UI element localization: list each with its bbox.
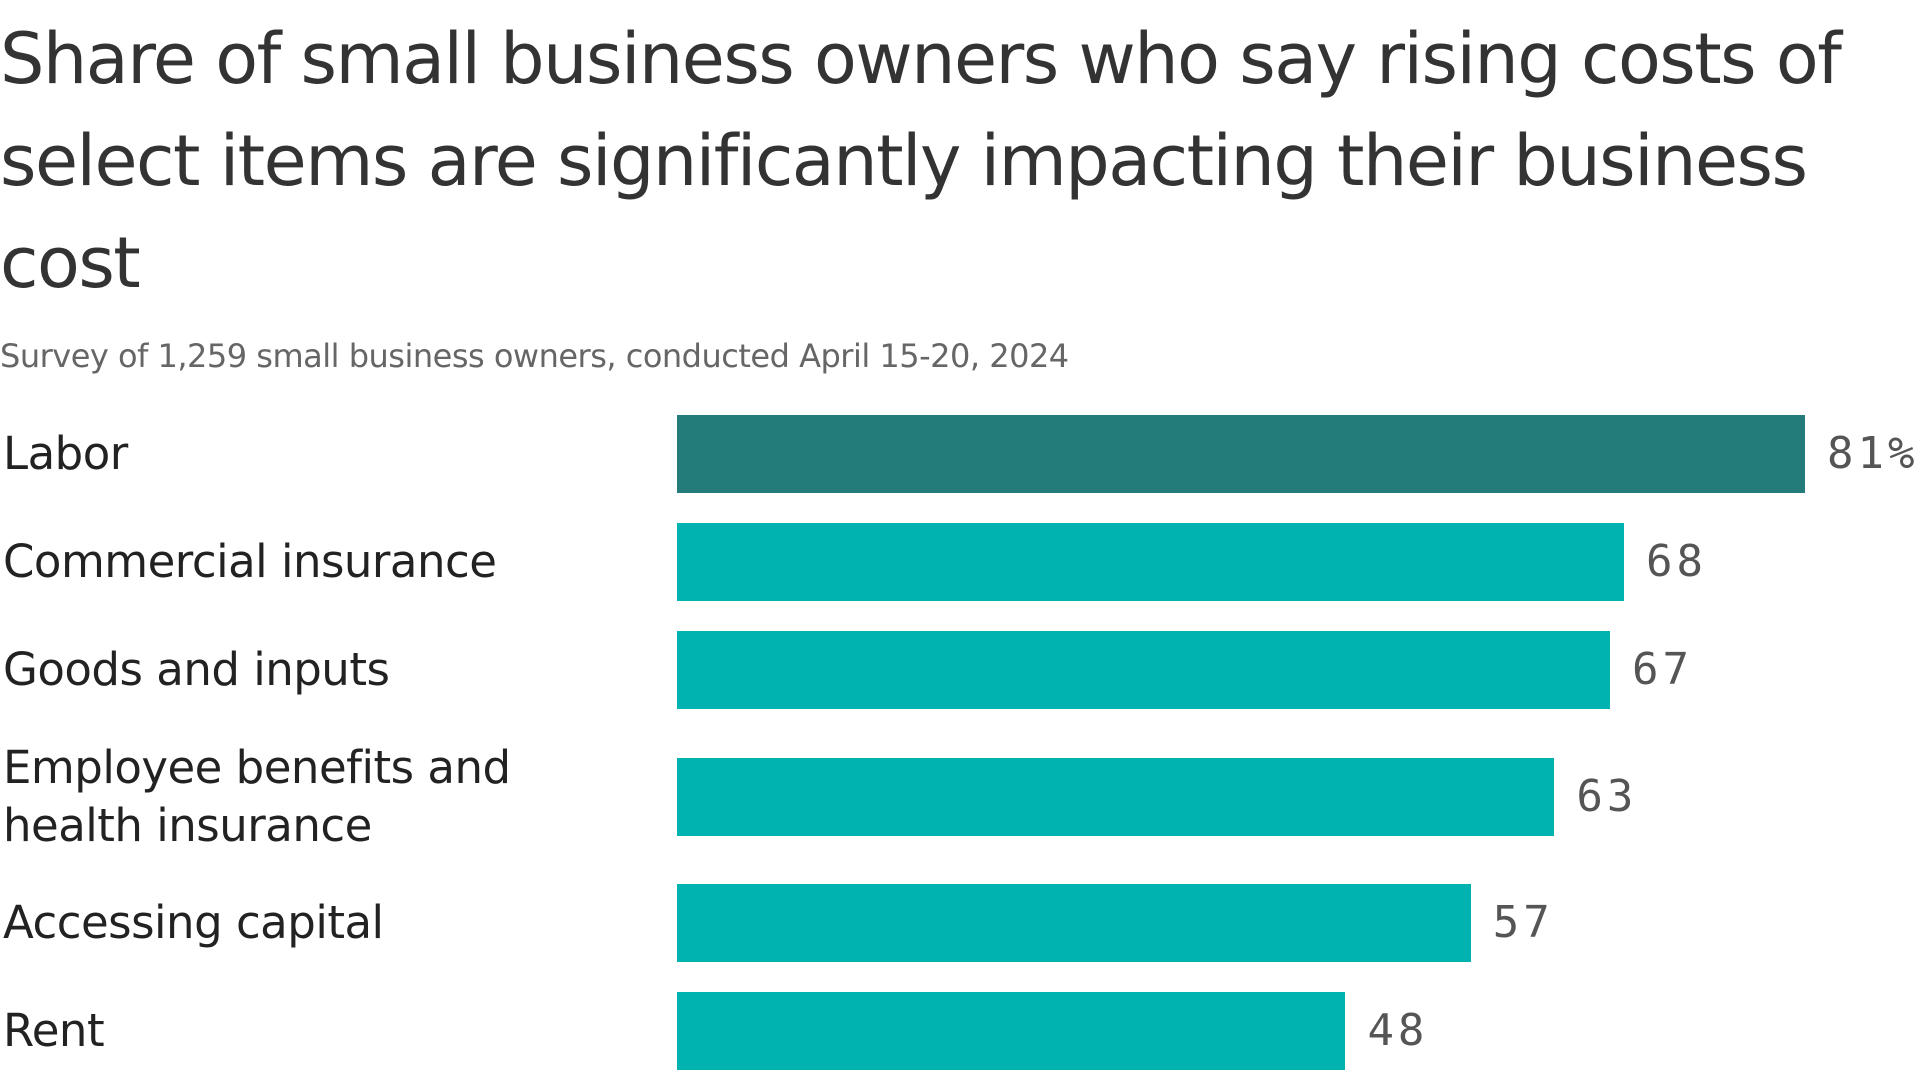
bar-3 xyxy=(677,758,1555,836)
value-label: 81% xyxy=(1827,428,1919,479)
category-label: Commercial insurance xyxy=(3,535,497,588)
bar-4 xyxy=(677,884,1471,962)
category-label: Rent xyxy=(3,1004,105,1057)
value-label: 67 xyxy=(1632,644,1694,695)
category-label: Goods and inputs xyxy=(3,643,390,696)
chart-title: Share of small business owners who say r… xyxy=(0,18,1842,304)
category-label: Accessing capital xyxy=(3,896,384,949)
value-label: 57 xyxy=(1492,897,1554,948)
value-label: 63 xyxy=(1576,771,1638,822)
value-label: 48 xyxy=(1367,1005,1429,1056)
chart-subtitle: Survey of 1,259 small business owners, c… xyxy=(0,337,1069,375)
bar-0 xyxy=(677,415,1805,493)
bar-1 xyxy=(677,523,1624,601)
bar-5 xyxy=(677,992,1346,1070)
category-label: Labor xyxy=(3,427,128,480)
category-label: Employee benefits and health insurance xyxy=(3,741,511,852)
bar-2 xyxy=(677,631,1611,709)
value-label: 68 xyxy=(1645,536,1707,587)
